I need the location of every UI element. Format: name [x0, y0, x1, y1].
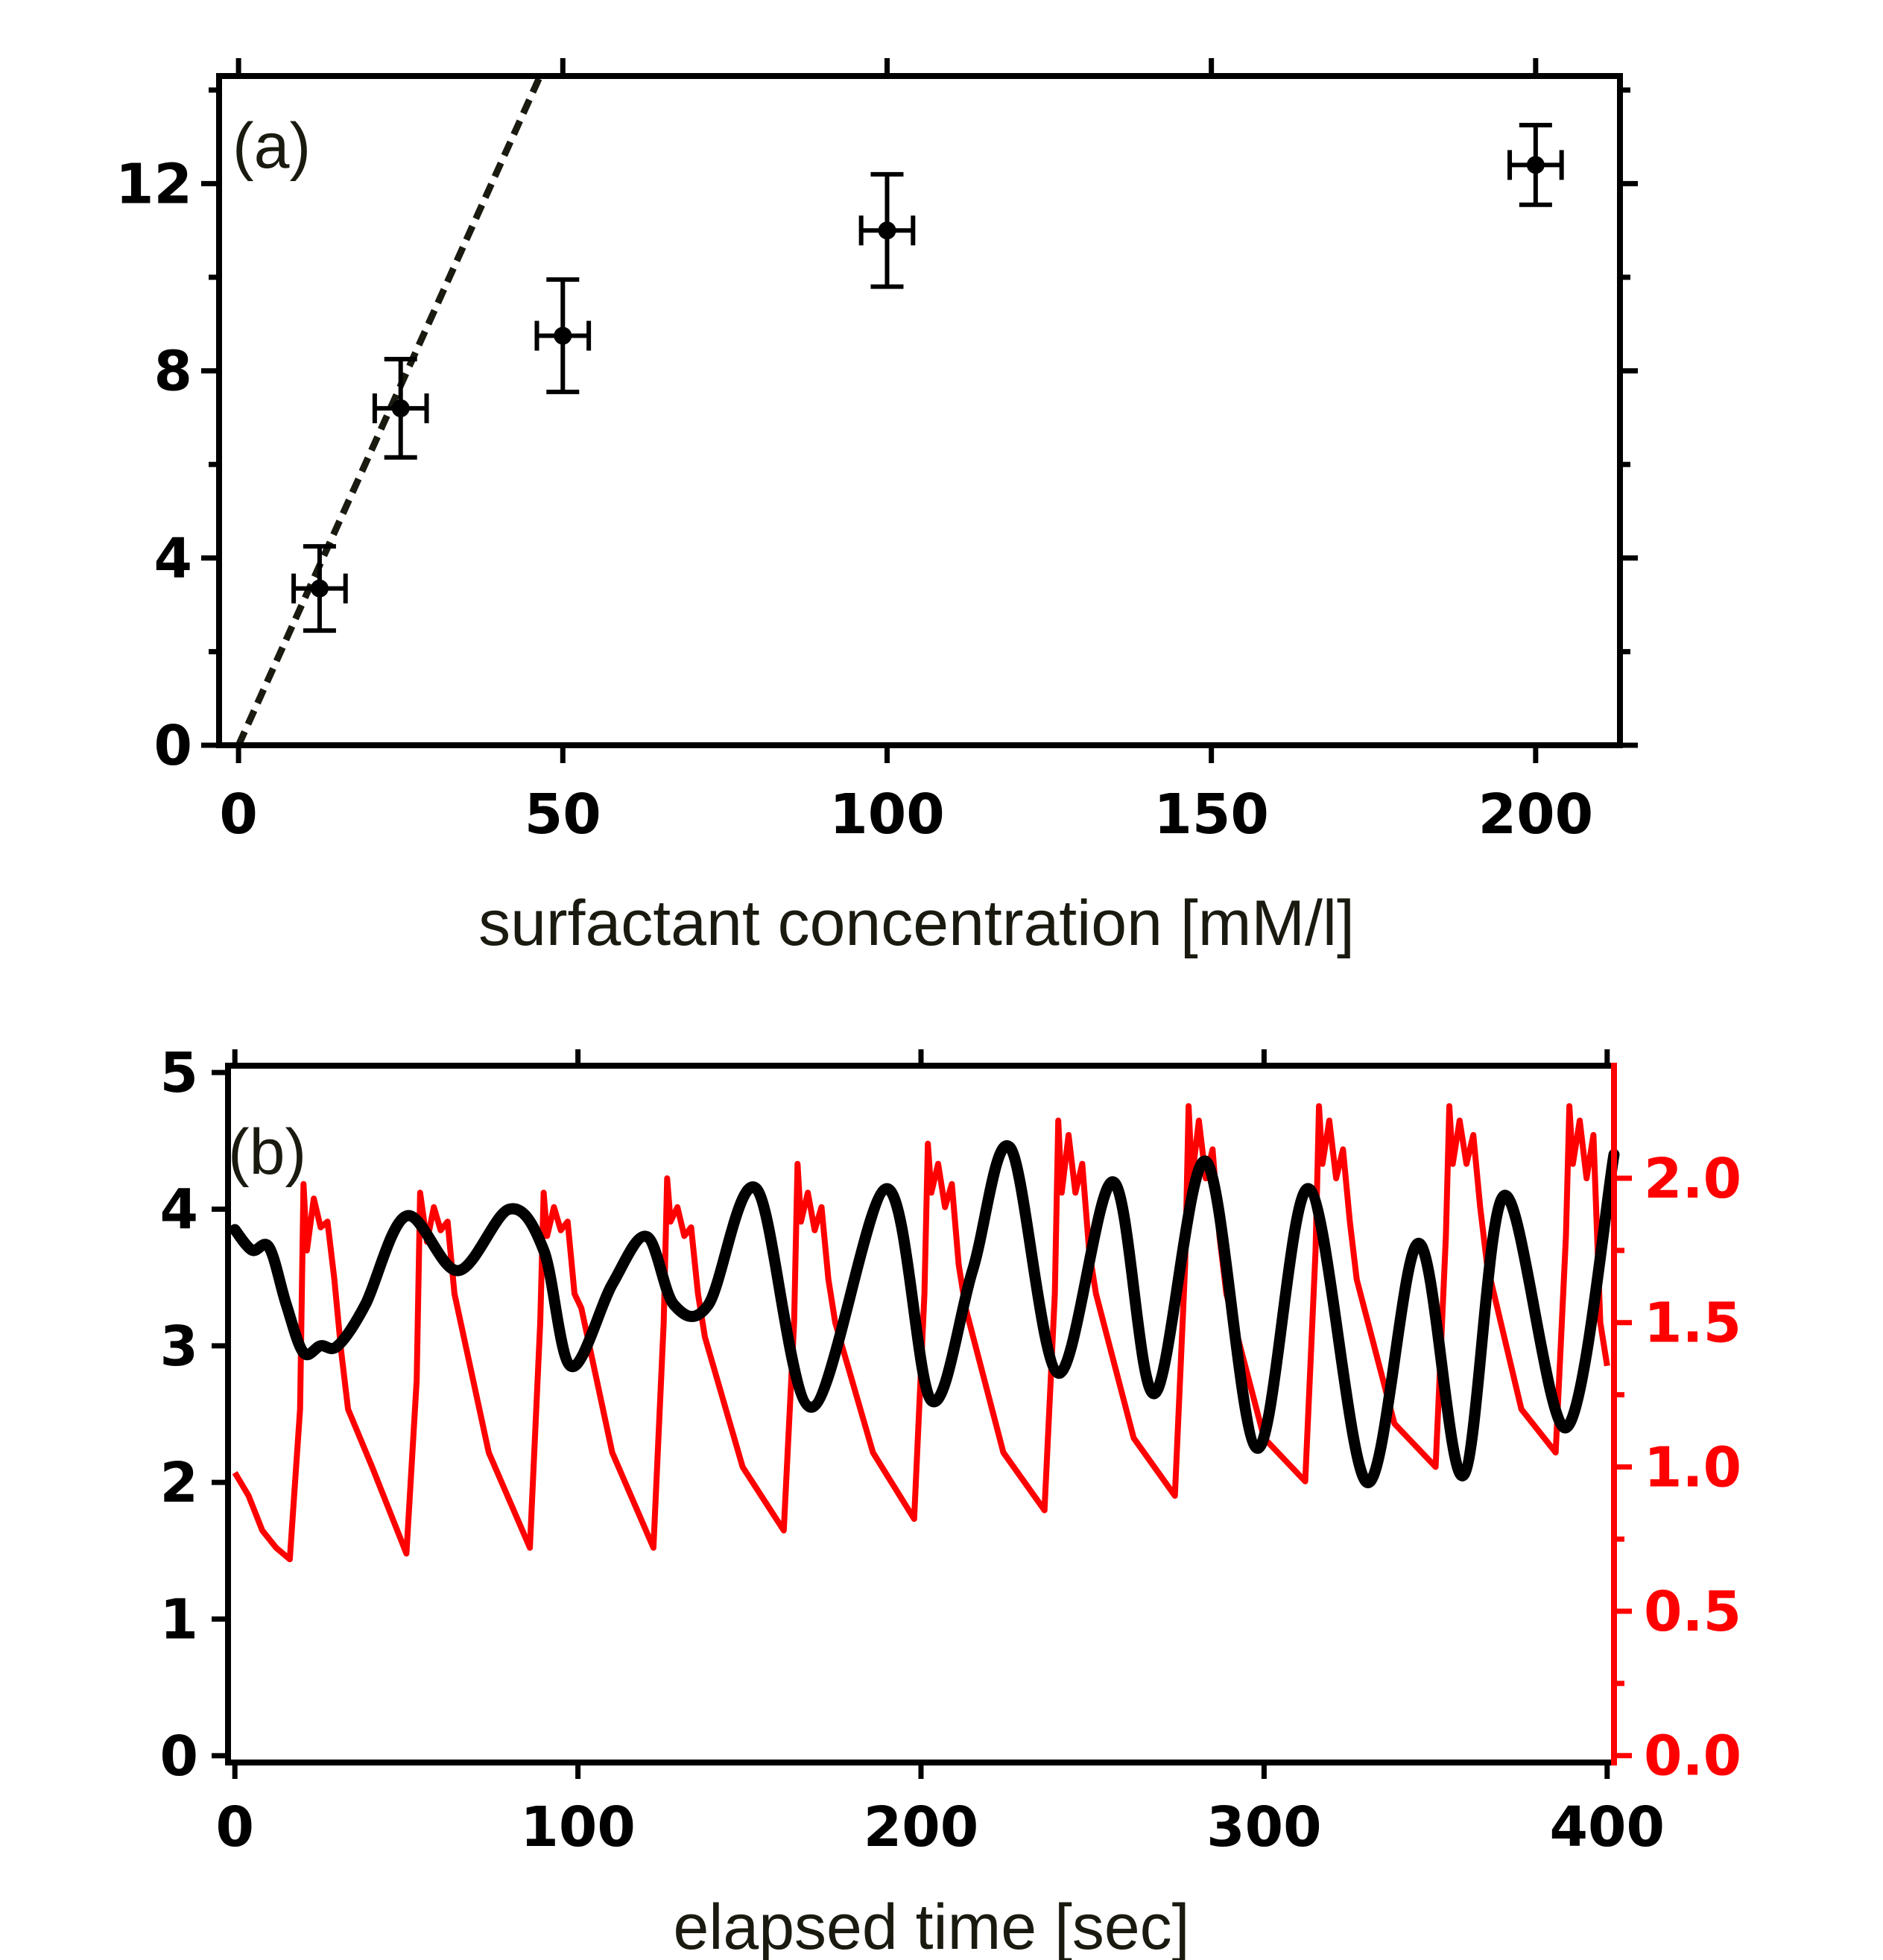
y-tick-label: 0 [154, 714, 193, 778]
y-tick-label: 5 [160, 1041, 199, 1105]
y2-tick-label: 0.0 [1644, 1725, 1741, 1789]
panel-a-ticks: 0 50 100 150 200 0 4 8 12 [115, 58, 1638, 847]
x-tick-label: 50 [525, 783, 601, 847]
y-tick-label: 4 [154, 527, 193, 591]
y2-tick-label: 1.0 [1644, 1435, 1741, 1499]
y-tick-label: 2 [160, 1451, 199, 1515]
data-point-1 [291, 544, 348, 633]
x-tick-label: 200 [864, 1795, 978, 1859]
panel-a-plot-area [235, 75, 1564, 747]
marker [554, 326, 572, 345]
panel-b-x-axis-title: elapsed time [sec] [673, 1891, 1189, 1960]
panel-b: 0 100 200 300 400 0 1 2 3 4 5 0.0 0.5 1.0 1.5 2.0 (b) e… [160, 1041, 1742, 1960]
panel-a: 0 50 100 150 200 0 4 8 12 (a) surfactant concent… [115, 58, 1638, 959]
data-point-3 [534, 277, 592, 394]
x-tick-label: 300 [1206, 1795, 1321, 1859]
data-point-4 [858, 171, 916, 289]
x-tick-label: 0 [215, 1795, 254, 1859]
panel-a-frame [216, 73, 1623, 748]
panel-a-label: (a) [232, 110, 311, 182]
x-tick-label: 100 [829, 783, 944, 847]
y-tick-label: 3 [160, 1315, 199, 1379]
marker [1526, 156, 1545, 174]
y-tick-label: 1 [160, 1588, 199, 1652]
panel-a-x-axis-title: surfactant concentration [mM/l] [478, 888, 1355, 959]
x-tick-label: 100 [520, 1795, 635, 1859]
x-tick-label: 200 [1478, 783, 1593, 847]
marker [878, 221, 896, 240]
marker [391, 399, 410, 417]
panel-b-label: (b) [228, 1116, 306, 1188]
data-point-2 [372, 356, 429, 460]
y2-tick-label: 0.5 [1644, 1580, 1741, 1644]
y-tick-label: 8 [154, 340, 193, 404]
data-point-5 [1507, 122, 1564, 207]
panel-b-ticks: 0 100 200 300 400 0 1 2 3 4 5 0.0 0.5 1.0 1.5 2.0 [160, 1041, 1742, 1859]
series-red-line [232, 1103, 1610, 1563]
x-tick-label: 400 [1550, 1795, 1665, 1859]
y-tick-label: 12 [115, 152, 192, 216]
y2-tick-label: 2.0 [1644, 1147, 1741, 1211]
y2-tick-label: 1.5 [1644, 1292, 1741, 1356]
fit-line [235, 75, 543, 747]
x-tick-label: 0 [219, 783, 258, 847]
x-tick-label: 150 [1153, 783, 1268, 847]
y-tick-label: 4 [160, 1178, 199, 1242]
marker [310, 579, 329, 598]
panel-b-plot-area [229, 1103, 1620, 1563]
y-tick-label: 0 [160, 1725, 199, 1789]
series-black-line [229, 1139, 1620, 1488]
